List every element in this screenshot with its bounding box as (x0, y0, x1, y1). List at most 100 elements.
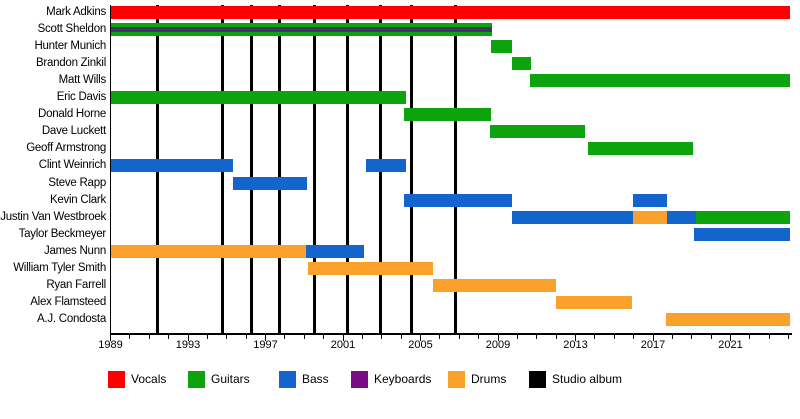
x-axis-minor-tick (536, 335, 538, 339)
member-name-label: Justin Van Westbroek (0, 210, 106, 223)
member-bar-segment-bass (632, 193, 667, 207)
x-axis-tick-label: 2009 (485, 339, 511, 351)
member-name-label: Ryan Farrell (46, 278, 106, 291)
x-axis-tick-label: 1997 (253, 339, 278, 351)
x-axis-major-tick (575, 335, 576, 341)
member-bar-segment-guitars (110, 91, 406, 105)
member-bar-segment-drums (665, 313, 790, 327)
legend-swatch-vocals (108, 371, 125, 388)
member-name-label: Hunter Munich (34, 39, 106, 52)
x-axis-minor-tick (284, 335, 286, 339)
member-name-label: Clint Weinrich (38, 159, 106, 172)
member-bar-segment-guitars (588, 142, 693, 156)
member-name-label: Scott Sheldon (37, 22, 107, 35)
member-name-label: James Nunn (43, 244, 106, 257)
member-bar-segment-drums (556, 296, 632, 310)
x-axis-major-tick (497, 335, 499, 341)
member-bar-segment-guitars (695, 210, 790, 224)
legend-label: Vocals (131, 372, 167, 386)
x-axis-minor-tick (710, 335, 712, 339)
x-axis-minor-tick (671, 335, 673, 339)
x-axis-tick-label: 2013 (563, 339, 588, 351)
x-axis-major-tick (652, 335, 654, 341)
x-axis-line (109, 333, 792, 335)
studio-album-line (453, 5, 457, 333)
x-axis-minor-tick (226, 335, 228, 339)
member-bar-segment-guitars (491, 39, 512, 53)
member-name-label: Geoff Armstrong (26, 142, 106, 155)
studio-album-line (277, 5, 281, 333)
member-bar-segment-bass (366, 159, 406, 173)
legend-label: Drums (471, 372, 507, 386)
member-name-label: Steve Rapp (48, 176, 106, 189)
member-bar-segment-vocals (110, 5, 790, 19)
keyboards-overlay-stripe (110, 26, 493, 32)
member-bar-segment-guitars (404, 108, 492, 122)
member-name-label: Dave Luckett (41, 125, 106, 138)
x-axis-major-tick (730, 335, 731, 341)
x-axis-tick-label: 2001 (330, 339, 356, 351)
x-axis-minor-tick (458, 335, 460, 339)
studio-album-line (410, 5, 414, 333)
member-bar-segment-guitars (110, 22, 493, 36)
x-axis-minor-tick (594, 335, 596, 339)
legend-swatch-keyboards (351, 371, 368, 388)
x-axis-minor-tick (555, 335, 557, 339)
x-axis-minor-tick (303, 335, 305, 339)
x-axis-major-tick (110, 335, 111, 341)
studio-album-line (250, 5, 254, 333)
member-name-label: Mark Adkins (46, 5, 106, 18)
member-name-label: Eric Davis (56, 91, 107, 104)
x-axis-tick-label: 2005 (408, 339, 433, 351)
x-axis-tick-label: 1993 (175, 339, 201, 351)
member-bar-segment-bass (306, 244, 365, 258)
x-axis-minor-tick (206, 335, 208, 339)
member-bar-segment-bass (511, 210, 633, 224)
studio-album-line (313, 5, 317, 333)
x-axis-minor-tick (749, 335, 751, 339)
x-axis-minor-tick (478, 335, 480, 339)
member-bar-segment-guitars (529, 74, 790, 88)
legend-label: Bass (302, 372, 329, 386)
member-name-label: Brandon Zinkil (35, 56, 106, 69)
legend-label: Studio album (552, 372, 623, 386)
x-axis-minor-tick (768, 335, 770, 339)
x-axis-minor-tick (245, 335, 247, 339)
x-axis-major-tick (420, 335, 421, 341)
member-name-label: William Tyler Smith (13, 261, 106, 274)
member-bar-segment-bass (666, 210, 696, 224)
x-axis-minor-tick (323, 335, 325, 339)
member-name-label: Kevin Clark (49, 193, 106, 206)
member-bar-segment-drums (110, 244, 307, 258)
legend-swatch-guitars (188, 371, 205, 388)
x-axis-major-tick (187, 335, 189, 341)
x-axis-minor-tick (633, 335, 635, 339)
member-bar-segment-bass (404, 193, 512, 207)
member-bar-segment-bass (693, 227, 790, 241)
legend-label: Keyboards (374, 372, 432, 386)
x-axis-minor-tick (148, 335, 150, 339)
member-bar-segment-drums (308, 261, 434, 275)
x-axis-minor-tick (613, 335, 615, 339)
member-bar-segment-drums (632, 210, 667, 224)
legend-swatch-studio_album (529, 371, 546, 388)
x-axis-major-tick (265, 335, 266, 341)
plot-left-spine (109, 5, 111, 333)
legend-swatch-bass (279, 371, 296, 388)
x-axis-tick-label: 2021 (718, 339, 743, 351)
legend-swatch-drums (448, 371, 465, 388)
x-axis-minor-tick (168, 335, 170, 339)
x-axis-major-tick (342, 335, 344, 341)
x-axis-minor-tick (788, 335, 790, 339)
x-axis-tick-label: 1989 (98, 339, 123, 351)
x-axis-minor-tick (439, 335, 441, 339)
member-name-label: Alex Flamsteed (30, 296, 106, 309)
x-axis-minor-tick (516, 335, 518, 339)
legend-label: Guitars (211, 372, 250, 386)
x-axis-minor-tick (381, 335, 383, 339)
studio-album-line (346, 5, 350, 333)
member-name-label: Donald Horne (38, 108, 106, 121)
x-axis-minor-tick (129, 335, 131, 339)
member-bar-segment-drums (433, 278, 557, 292)
